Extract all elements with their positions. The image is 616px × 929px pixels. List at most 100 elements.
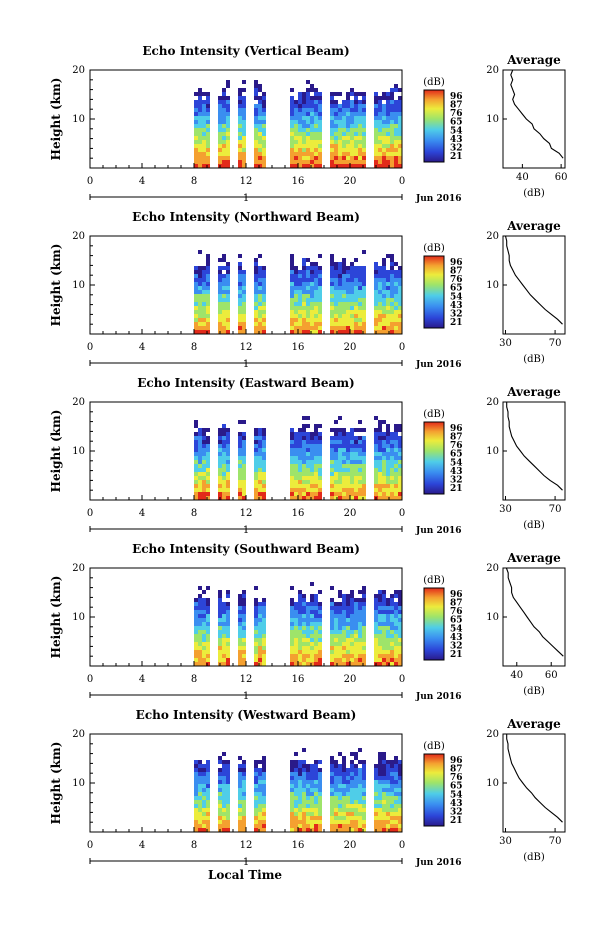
heatmap-cell: [302, 606, 306, 610]
heatmap-cell: [342, 290, 346, 294]
heatmap-cell: [350, 444, 354, 448]
date-label: Jun 2016: [415, 194, 462, 204]
x-tick-label: 12: [240, 840, 253, 851]
heatmap-cell: [222, 124, 226, 128]
heatmap-cell: [202, 448, 206, 452]
x-tick-label: 20: [344, 342, 357, 353]
heatmap-cell: [310, 436, 314, 440]
heatmap-cell: [398, 488, 402, 492]
heatmap-cell: [374, 476, 378, 480]
heatmap-cell: [346, 330, 350, 334]
heatmap-cell: [226, 96, 230, 100]
heatmap-cell: [358, 658, 362, 662]
heatmap-cell: [350, 282, 354, 286]
average-x-label: (dB): [523, 686, 545, 697]
heatmap-cell: [262, 156, 266, 160]
heatmap-cell: [242, 788, 246, 792]
heatmap-cell: [298, 590, 302, 594]
heatmap-cell: [346, 322, 350, 326]
heatmap-cell: [390, 156, 394, 160]
heatmap-cell: [306, 464, 310, 468]
heatmap-cell: [374, 432, 378, 436]
heatmap-cell: [254, 634, 258, 638]
heatmap-cell: [382, 768, 386, 772]
heatmap-cell: [238, 622, 242, 626]
heatmap-cell: [374, 266, 378, 270]
heatmap-cell: [378, 326, 382, 330]
heatmap-cell: [238, 254, 242, 258]
heatmap-cell: [382, 124, 386, 128]
heatmap-cell: [222, 492, 226, 496]
heatmap-cell: [298, 270, 302, 274]
heatmap-cell: [226, 760, 230, 764]
heatmap-cell: [198, 330, 202, 334]
heatmap-cell: [198, 484, 202, 488]
heatmap-cell: [222, 662, 226, 666]
heatmap-cell: [218, 306, 222, 310]
heatmap-cell: [314, 800, 318, 804]
heatmap-cell: [290, 816, 294, 820]
heatmap-cell: [386, 634, 390, 638]
heatmap-cell: [242, 306, 246, 310]
heatmap-cell: [258, 270, 262, 274]
heatmap-cell: [334, 140, 338, 144]
heatmap-cell: [314, 496, 318, 500]
heatmap-cell: [398, 492, 402, 496]
heatmap-cell: [382, 650, 386, 654]
heatmap-cell: [294, 302, 298, 306]
heatmap-cell: [310, 278, 314, 282]
heatmap-cell: [294, 460, 298, 464]
heatmap-cell: [334, 124, 338, 128]
heatmap-cell: [202, 468, 206, 472]
heatmap-cell: [378, 112, 382, 116]
heatmap-cell: [238, 160, 242, 164]
heatmap-cell: [394, 488, 398, 492]
heatmap-cell: [362, 654, 366, 658]
heatmap-cell: [194, 638, 198, 642]
heatmap-cell: [394, 808, 398, 812]
heatmap-cell: [310, 104, 314, 108]
heatmap-cell: [310, 452, 314, 456]
heatmap-cell: [350, 88, 354, 92]
heatmap-cell: [242, 812, 246, 816]
heatmap-cell: [206, 812, 210, 816]
heatmap-cell: [242, 112, 246, 116]
heatmap-cell: [202, 310, 206, 314]
heatmap-cell: [206, 780, 210, 784]
heatmap-cell: [314, 622, 318, 626]
heatmap-cell: [242, 314, 246, 318]
heatmap-cell: [330, 132, 334, 136]
heatmap-cell: [226, 606, 230, 610]
heatmap-cell: [334, 420, 338, 424]
x-tick-label: 0: [399, 508, 405, 519]
heatmap-cell: [290, 484, 294, 488]
heatmap-cell: [306, 662, 310, 666]
heatmap-cell: [314, 606, 318, 610]
heatmap-cell: [374, 108, 378, 112]
heatmap-cell: [258, 448, 262, 452]
heatmap-cell: [194, 650, 198, 654]
heatmap-cell: [358, 772, 362, 776]
heatmap-cell: [306, 626, 310, 630]
heatmap-cell: [354, 456, 358, 460]
heatmap-cell: [394, 590, 398, 594]
heatmap-cell: [290, 630, 294, 634]
heatmap-cell: [298, 456, 302, 460]
heatmap-cell: [354, 780, 358, 784]
heatmap-cell: [398, 780, 402, 784]
heatmap-cell: [386, 764, 390, 768]
heatmap-cell: [222, 306, 226, 310]
heatmap-cell: [242, 476, 246, 480]
heatmap-cell: [254, 108, 258, 112]
heatmap-cell: [194, 492, 198, 496]
heatmap-cell: [386, 626, 390, 630]
heatmap-cell: [294, 496, 298, 500]
heatmap-cell: [330, 278, 334, 282]
heatmap-cell: [358, 776, 362, 780]
heatmap-cell: [294, 796, 298, 800]
heatmap-cell: [382, 318, 386, 322]
heatmap-cell: [350, 650, 354, 654]
heatmap-cell: [382, 92, 386, 96]
heatmap-cell: [394, 310, 398, 314]
heatmap-cell: [262, 326, 266, 330]
